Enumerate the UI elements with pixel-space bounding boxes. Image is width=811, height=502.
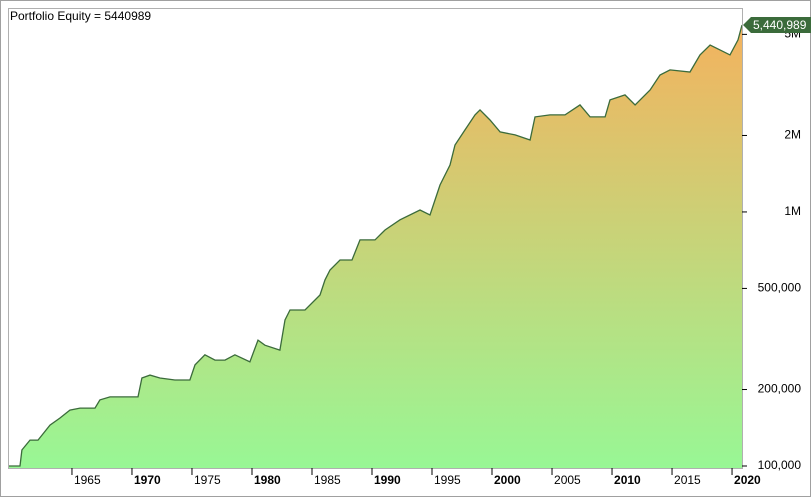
y-tick-label: 1M xyxy=(784,204,801,218)
y-tick-label: 2M xyxy=(784,128,801,142)
x-tick-label: 1965 xyxy=(74,473,101,487)
plot-frame xyxy=(8,8,743,469)
x-tick-label: 2005 xyxy=(554,473,581,487)
y-tick-label: 100,000 xyxy=(758,458,802,472)
x-tick-label: 2020 xyxy=(734,473,761,487)
equity-line xyxy=(8,24,743,467)
x-tick-label: 1985 xyxy=(314,473,341,487)
x-tick-label: 1975 xyxy=(194,473,221,487)
x-tick-label: 2010 xyxy=(614,473,641,487)
y-tick-label: 500,000 xyxy=(758,281,802,295)
equity-area xyxy=(8,25,742,468)
plot-area xyxy=(8,24,743,468)
x-tick-label: 2000 xyxy=(494,473,521,487)
x-tick-label: 1980 xyxy=(254,473,281,487)
x-tick-label: 1990 xyxy=(374,473,401,487)
x-tick-label: 1995 xyxy=(434,473,461,487)
x-tick-label: 1970 xyxy=(134,473,161,487)
y-tick-label: 200,000 xyxy=(758,382,802,396)
last-value-marker xyxy=(743,17,811,34)
last-value-label: 5,440,989 xyxy=(753,18,807,32)
x-tick-label: 2015 xyxy=(674,473,701,487)
chart-title: Portfolio Equity = 5440989 xyxy=(10,9,151,23)
